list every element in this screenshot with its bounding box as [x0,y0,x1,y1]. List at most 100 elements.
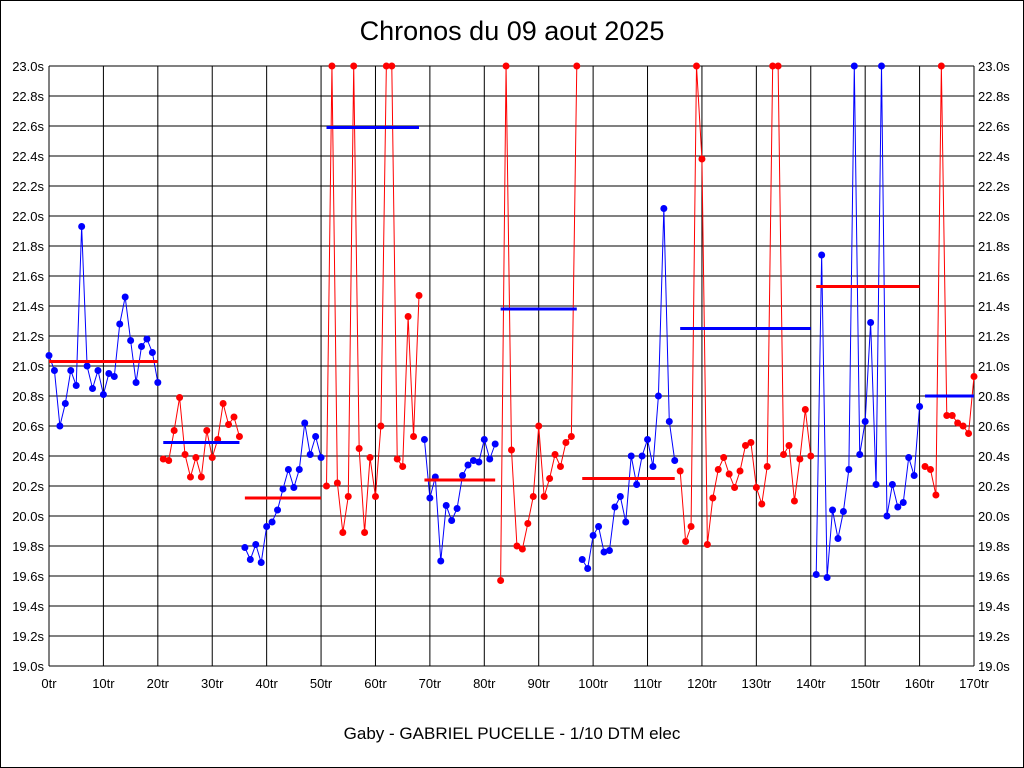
x-tick-label: 30tr [201,676,224,691]
data-point [845,466,853,473]
data-point [605,547,613,554]
data-point [328,62,336,70]
y-tick-label-right: 19.4s [978,599,1010,614]
data-point [170,427,178,434]
data-point [916,403,924,410]
data-point [197,473,205,481]
y-tick-label-left: 21.6s [12,269,44,284]
data-point [758,500,766,508]
data-point [382,62,390,70]
data-point [965,430,973,437]
y-tick-label-left: 20.6s [12,419,44,434]
x-tick-label: 170tr [959,676,989,691]
data-point [763,463,771,470]
data-point [926,466,934,473]
data-point [812,571,820,578]
data-point [839,508,847,515]
data-point [464,461,472,469]
chart-title: Chronos du 09 aout 2025 [359,16,665,46]
data-point [323,482,330,490]
x-tick-label: 10tr [92,676,115,691]
y-tick-label-left: 20.0s [12,509,44,524]
y-tick-label-left: 20.8s [12,389,44,404]
data-point [50,367,58,374]
data-point [110,373,118,380]
y-tick-label-right: 19.8s [978,539,1010,554]
data-point [350,62,358,70]
y-tick-label-right: 22.2s [978,179,1010,194]
data-point [83,362,91,370]
data-point [627,452,635,460]
data-point [437,557,445,565]
x-tick-label: 50tr [310,676,333,691]
data-point [818,251,826,259]
y-tick-label-left: 21.0s [12,359,44,374]
y-tick-label-left: 20.4s [12,449,44,464]
data-point [807,452,815,460]
y-tick-label-right: 21.0s [978,359,1010,374]
data-point [595,523,603,530]
y-tick-label-left: 22.6s [12,119,44,134]
data-point [105,370,113,377]
data-point [371,493,379,500]
data-point [943,412,951,419]
x-tick-label: 120tr [687,676,717,691]
y-tick-label-right: 22.8s [978,89,1010,104]
data-point [796,455,804,463]
data-point [121,293,129,301]
data-point [774,62,782,70]
data-point [518,545,526,553]
data-point [497,577,505,584]
data-point [954,419,962,427]
data-point [752,484,760,491]
data-point [208,454,216,461]
data-point [725,470,733,478]
data-point [78,223,86,230]
data-point [910,472,918,479]
series-line-8 [679,65,812,545]
data-point [469,457,477,464]
data-point [344,493,352,500]
data-point [453,505,461,512]
chart-xlabel: Gaby - GABRIEL PUCELLE - 1/10 DTM elec [343,724,681,743]
data-point [116,320,124,328]
data-point [731,484,739,491]
data-point [638,452,646,460]
data-point [676,467,684,475]
data-point [948,412,956,419]
data-point [567,433,575,440]
data-point [747,439,755,446]
data-point [921,463,929,470]
x-tick-label: 90tr [528,676,551,691]
y-tick-label-right: 22.4s [978,149,1010,164]
data-point [714,466,722,473]
data-point [284,466,292,473]
data-point [622,518,630,526]
y-tick-label-right: 19.2s [978,629,1010,644]
data-point [388,62,396,70]
data-point [785,442,793,449]
data-point [159,455,167,463]
data-point [508,446,515,454]
data-point [698,155,706,163]
data-point [127,337,135,344]
y-tick-label-left: 19.0s [12,659,44,674]
data-point [829,506,837,514]
x-tick-label: 130tr [742,676,772,691]
data-point [67,367,75,374]
data-point [540,493,548,500]
data-point [633,481,641,488]
data-point [263,523,271,530]
data-point [186,473,194,481]
data-point [856,451,864,458]
y-tick-label-right: 21.4s [978,299,1010,314]
x-tick-label: 70tr [419,676,442,691]
data-point [181,451,189,458]
x-tick-label: 110tr [633,676,662,691]
data-point [850,62,858,70]
x-tick-label: 0tr [41,676,57,691]
data-point [333,479,341,487]
data-point [502,62,510,70]
data-point [878,62,885,70]
data-point [861,418,869,425]
